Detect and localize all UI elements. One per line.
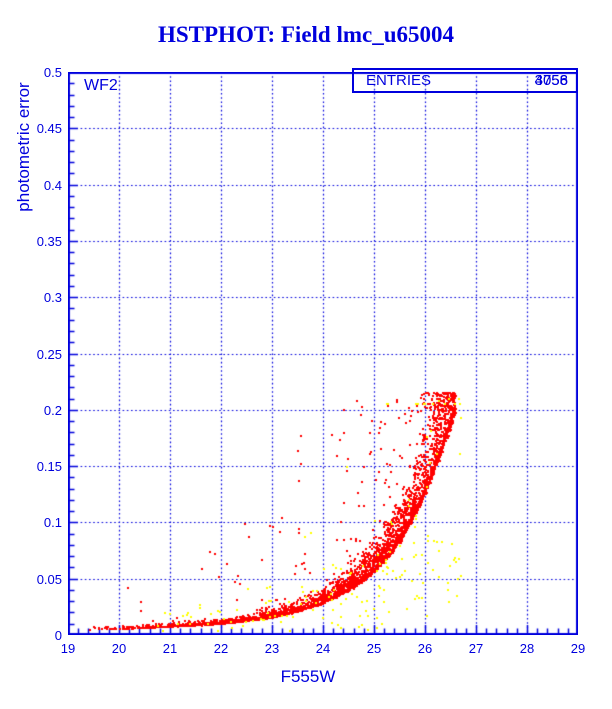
y-tick-label: 0: [54, 628, 62, 643]
scatter-plot-canvas: [68, 72, 578, 635]
y-tick-label: 0.1: [43, 515, 62, 531]
page-title: HSTPHOT: Field lmc_u65004: [157, 22, 455, 47]
x-tick-label: 29: [570, 641, 586, 656]
y-tick-label: 0.15: [36, 459, 62, 475]
x-tick-label: 21: [162, 641, 178, 656]
detector-label: WF2: [84, 77, 118, 94]
x-tick-label: 25: [366, 641, 382, 656]
x-tick-label: 27: [468, 641, 484, 656]
x-tick-label: 19: [60, 641, 76, 656]
entries-value-1: 3058: [534, 72, 568, 89]
x-tick-label: 26: [417, 641, 433, 656]
y-tick-label: 0.3: [43, 290, 62, 306]
y-tick-label: 0.2: [43, 402, 62, 418]
y-tick-label: 0.5: [43, 65, 62, 80]
entries-value-2: 4756: [534, 72, 568, 89]
entries-label: ENTRIES: [366, 72, 432, 89]
entries-box: ENTRIES 3058 4756: [352, 68, 578, 93]
x-tick-label: 22: [213, 641, 229, 656]
x-tick-label: 23: [264, 641, 280, 656]
y-tick-label: 0.25: [36, 346, 62, 362]
y-tick-label: 0.05: [36, 571, 62, 587]
x-tick-label: 20: [111, 641, 127, 656]
y-tick-label: 0.45: [36, 121, 62, 137]
x-tick-label: 28: [519, 641, 535, 656]
y-axis-title: photometric error: [14, 82, 33, 212]
y-tick-label: 0.35: [36, 233, 62, 249]
x-axis-title: F555W: [280, 667, 336, 686]
y-tick-label: 0.4: [43, 177, 62, 193]
x-tick-label: 24: [315, 641, 331, 656]
